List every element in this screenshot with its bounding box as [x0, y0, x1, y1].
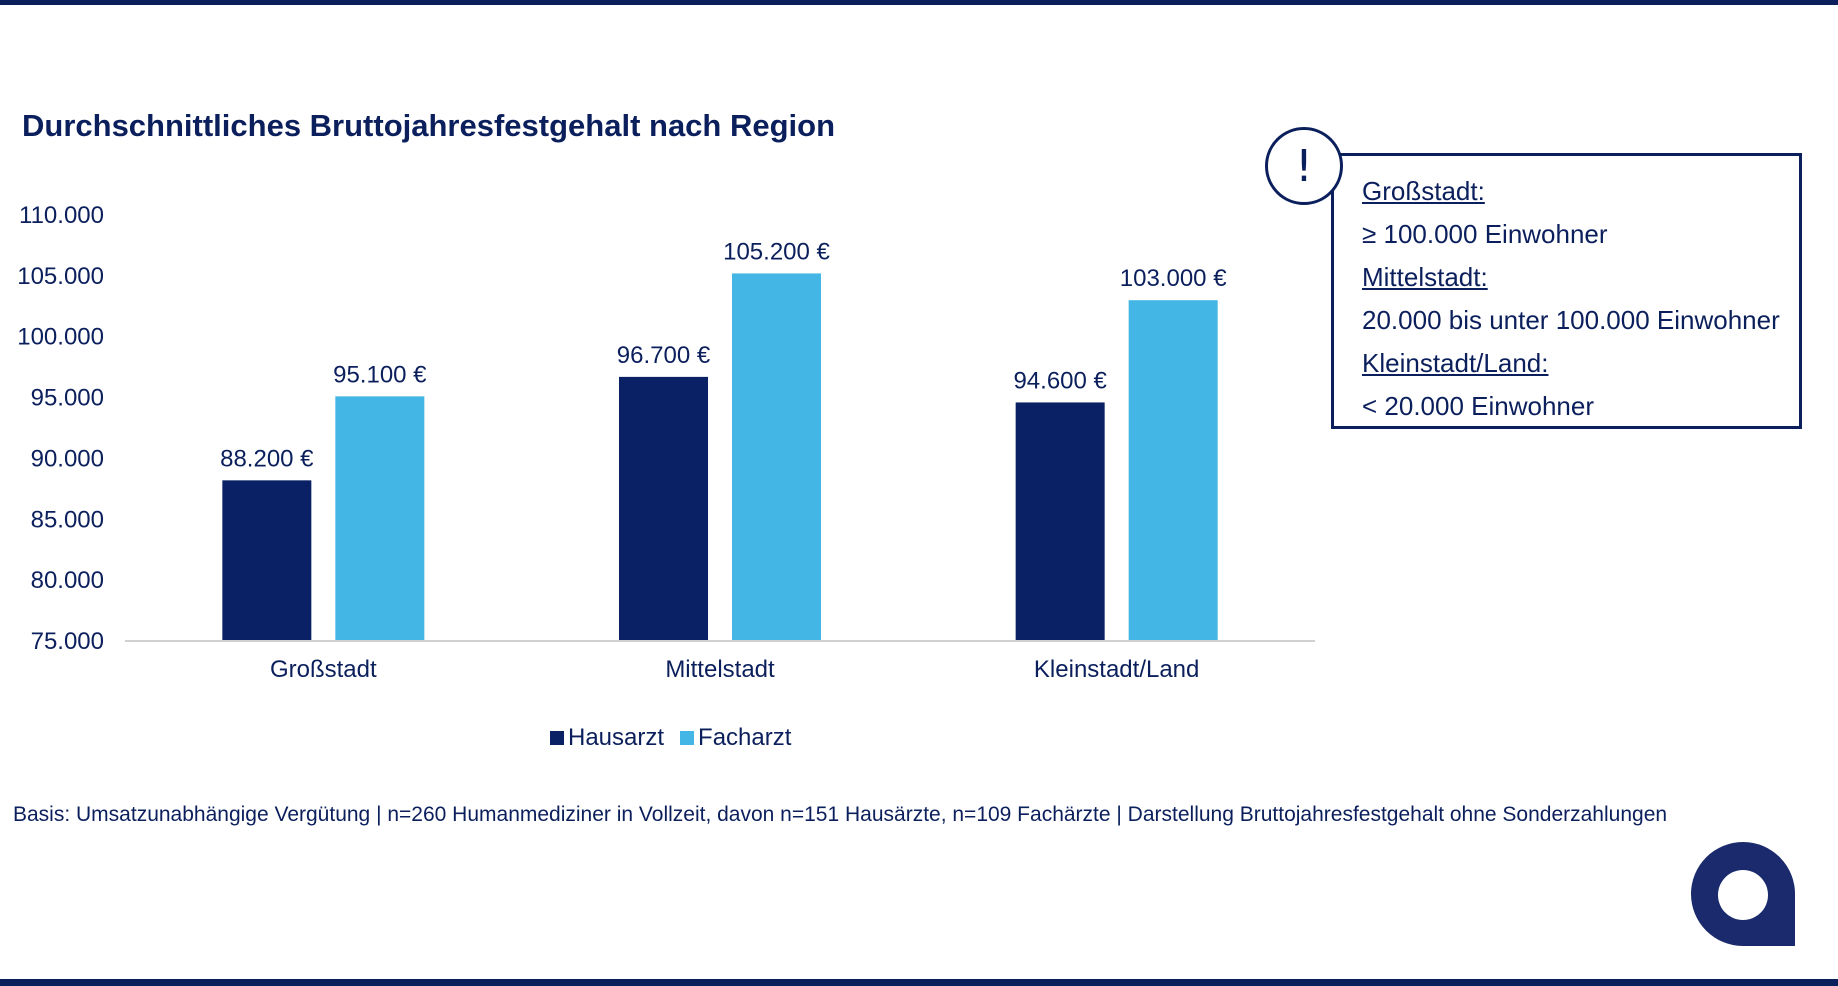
region-definition-box: Großstadt: ≥ 100.000 Einwohner Mittelsta… [1331, 153, 1802, 429]
y-tick-label: 85.000 [31, 506, 104, 533]
legend-label-hausarzt: Hausarzt [568, 724, 665, 751]
top-border [0, 0, 1838, 5]
exclamation-icon: ! [1265, 127, 1343, 205]
y-tick-label: 95.000 [31, 385, 104, 412]
data-label: 105.200 € [723, 238, 830, 265]
info-line-grossstadt-heading: Großstadt: [1362, 176, 1485, 206]
y-tick-label: 75.000 [31, 628, 104, 655]
legend: Hausarzt Facharzt [550, 724, 791, 752]
legend-item-hausarzt: Hausarzt [550, 724, 664, 752]
legend-swatch-hausarzt [550, 731, 564, 745]
y-tick-label: 100.000 [17, 324, 104, 351]
footnote: Basis: Umsatzunabhängige Vergütung | n=2… [13, 803, 1668, 826]
info-line-mittelstadt-definition: 20.000 bis unter 100.000 Einwohner [1362, 305, 1780, 335]
bar-hausarzt-0 [222, 480, 312, 641]
y-tick-label: 105.000 [17, 263, 104, 290]
bar-facharzt-0 [335, 396, 425, 641]
info-line-kleinstadt-heading: Kleinstadt/Land: [1362, 348, 1549, 378]
x-tick-label: Großstadt [270, 656, 377, 683]
legend-item-facharzt: Facharzt [680, 724, 791, 752]
x-axis: Großstadt Mittelstadt Kleinstadt/Land [125, 640, 1315, 683]
data-label: 103.000 € [1120, 265, 1227, 292]
x-tick-label: Mittelstadt [665, 656, 775, 683]
brand-a-logo-icon [1691, 842, 1796, 946]
data-label: 88.200 € [220, 445, 314, 472]
data-label: 96.700 € [617, 342, 711, 369]
x-tick-label: Kleinstadt/Land [1034, 656, 1199, 683]
legend-label-facharzt: Facharzt [698, 724, 792, 751]
bar-hausarzt-1 [619, 376, 708, 641]
chart-title: Durchschnittliches Bruttojahresfestgehal… [22, 108, 836, 143]
bar-facharzt-1 [732, 273, 821, 641]
bar-hausarzt-2 [1015, 402, 1105, 641]
data-label: 94.600 € [1013, 367, 1107, 394]
exclamation-symbol: ! [1295, 140, 1313, 192]
data-label: 95.100 € [333, 361, 427, 388]
bar-facharzt-2 [1128, 300, 1218, 641]
y-axis: 75.000 80.000 85.000 90.000 95.000 100.000 105… [17, 202, 104, 655]
bars: 88.200 € 95.100 € 96.700 € 105.200 € 94.600 … [220, 238, 1227, 641]
y-tick-label: 80.000 [31, 567, 104, 594]
info-line-kleinstadt-definition: < 20.000 Einwohner [1362, 391, 1595, 421]
bottom-border [0, 979, 1838, 986]
info-line-mittelstadt-heading: Mittelstadt: [1362, 262, 1488, 292]
y-tick-label: 90.000 [31, 445, 104, 472]
legend-swatch-facharzt [680, 731, 695, 745]
info-line-grossstadt-definition: ≥ 100.000 Einwohner [1362, 219, 1608, 249]
y-tick-label: 110.000 [19, 202, 104, 229]
